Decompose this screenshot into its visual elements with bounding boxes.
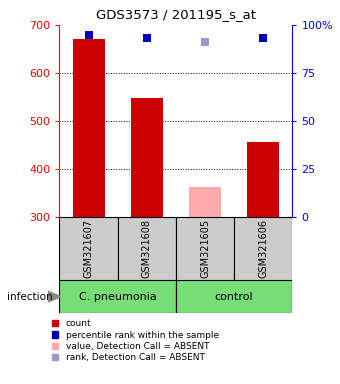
Point <box>260 35 266 41</box>
Point <box>86 31 91 38</box>
Bar <box>176 280 292 313</box>
Polygon shape <box>48 291 61 302</box>
Legend: count, percentile rank within the sample, value, Detection Call = ABSENT, rank, : count, percentile rank within the sample… <box>52 319 219 362</box>
Bar <box>131 98 163 217</box>
Point <box>202 39 208 45</box>
Bar <box>73 40 105 217</box>
Title: GDS3573 / 201195_s_at: GDS3573 / 201195_s_at <box>96 8 256 21</box>
Text: C. pneumonia: C. pneumonia <box>79 291 157 302</box>
Text: GSM321606: GSM321606 <box>258 219 268 278</box>
Text: GSM321608: GSM321608 <box>142 219 152 278</box>
Bar <box>59 280 176 313</box>
Bar <box>59 217 118 280</box>
Bar <box>118 217 176 280</box>
Text: GSM321605: GSM321605 <box>200 219 210 278</box>
Text: control: control <box>215 291 254 302</box>
Bar <box>189 187 221 217</box>
Text: GSM321607: GSM321607 <box>84 219 94 278</box>
Text: infection: infection <box>7 291 52 302</box>
Point <box>144 35 150 41</box>
Bar <box>176 217 234 280</box>
Bar <box>247 142 279 217</box>
Bar <box>234 217 292 280</box>
